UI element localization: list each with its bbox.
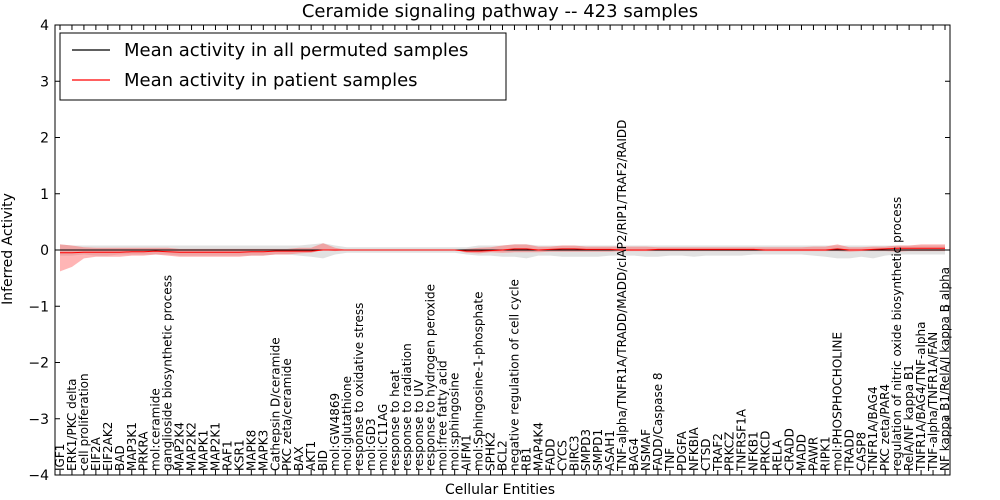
y-tick-label: −4: [28, 468, 49, 484]
x-tick-label: FADD: [543, 439, 557, 472]
x-tick-label: EIF2AK2: [101, 422, 115, 471]
x-tick-label: RELA: [771, 439, 785, 471]
x-tick-label: TRAF2: [711, 433, 725, 472]
x-tick-label: MAP2K1: [208, 422, 222, 471]
x-tick-label: BCL2: [496, 440, 510, 471]
x-tick-label: BAX: [292, 446, 306, 471]
x-tick-label: PKC zeta/ceramide: [280, 358, 294, 471]
y-axis-label: Inferred Activity: [0, 193, 16, 305]
y-tick-label: −3: [28, 412, 49, 428]
x-axis-label: Cellular Entities: [445, 482, 555, 498]
x-tick-label: PRKCD: [759, 431, 773, 471]
x-tick-label: BAG4: [627, 438, 641, 471]
x-tick-label: EIF2A: [89, 436, 103, 471]
legend-box: [59, 32, 507, 101]
x-tick-label: BID: [316, 450, 330, 471]
x-tick-label: MAPK3: [256, 430, 270, 471]
x-tick-label: NFKB1: [747, 431, 761, 471]
x-tick-label: PRKCZ: [723, 432, 737, 471]
y-tick-label: 0: [40, 243, 49, 259]
x-tick-label: mol:sphingosine: [448, 373, 462, 471]
x-tick-label: AKT1: [304, 441, 318, 471]
x-tick-label: RIPK1: [818, 436, 832, 471]
x-tick-label: negative regulation of cell cycle: [507, 279, 521, 471]
x-tick-label: MAPK1: [197, 430, 211, 471]
x-tick-label: Cathepsin D/ceramide: [268, 337, 282, 471]
legend-label: Mean activity in patient samples: [124, 70, 418, 91]
x-tick-label: TNFRSF1A: [735, 408, 749, 472]
y-tick-label: 4: [40, 18, 49, 34]
y-tick-label: 2: [40, 131, 49, 147]
x-tick-label: CYCS: [555, 440, 569, 471]
x-tick-label: regulation of nitric oxide biosynthetic …: [890, 197, 904, 471]
x-tick-label: MAP3K1: [125, 422, 139, 471]
x-tick-label: MAP4K4: [531, 422, 545, 471]
x-tick-label: NSMAF: [639, 429, 653, 471]
x-tick-label: CASP8: [854, 432, 868, 471]
x-tick-label: TNFR1A/BAG4/TNF-alpha: [914, 322, 928, 472]
x-tick-label: TNF-alpha/TNFR1A/TRADD/MADD/cIAP2/RIP1/T…: [615, 120, 629, 472]
x-tick-label: mol:free fatty acid: [436, 360, 450, 471]
x-tick-label: TNF: [663, 448, 677, 472]
x-tick-label: mol:GW4869: [328, 393, 342, 471]
x-tick-label: response to radiation: [400, 343, 414, 471]
x-tick-label: PDGFA: [675, 430, 689, 471]
y-tick-label: −1: [28, 299, 49, 315]
x-tick-label: MADD: [794, 434, 808, 471]
x-tick-label: AIFM1: [460, 434, 474, 471]
x-tick-label: mol:glutathione: [340, 376, 354, 471]
x-tick-label: PKC zeta/PAR4: [878, 384, 892, 471]
x-tick-label: BIRC3: [567, 435, 581, 471]
x-tick-label: mol:PHOSPHOCHOLINE: [830, 332, 844, 471]
legend: Mean activity in all permuted samples Mea…: [59, 32, 507, 101]
x-tick-label: FADD/Caspase 8: [651, 372, 665, 471]
y-tick-label: 1: [40, 187, 49, 203]
x-tick-label: response to UV: [412, 379, 426, 471]
chart-title: Ceramide signaling pathway -- 423 sample…: [302, 1, 698, 22]
x-tick-label: TRADD: [842, 429, 856, 472]
series-band-permuted: [60, 243, 945, 259]
x-tick-label: cell proliferation: [77, 373, 91, 471]
x-tick-label: RAF1: [220, 440, 234, 471]
x-tick-label: response to heat: [388, 369, 402, 471]
x-tick-label: mol:ceramide: [149, 388, 163, 471]
x-tick-label: CRADD: [783, 428, 797, 471]
x-tick-label: MAPK8: [244, 430, 258, 471]
x-tick-label: MAP2K4: [173, 422, 187, 471]
x-tick-label: TNF-alpha/TNFR1A/FAN: [926, 332, 940, 472]
x-tick-label: PRKRA: [137, 431, 151, 471]
x-tick-label: ERK1/PKC delta: [65, 378, 79, 471]
x-tick-label: KSR1: [232, 440, 246, 471]
x-tick-label: NF kappa B1/RelA/I kappa B alpha: [938, 267, 952, 471]
x-tick-label: BAD: [113, 445, 127, 471]
x-tick-label: ASAH1: [603, 430, 617, 471]
x-tick-label: mol:Sphingosine-1-phosphate: [472, 292, 486, 471]
x-tick-label: mol:C11AG: [376, 404, 390, 471]
x-tick-label: CTSD: [699, 438, 713, 471]
x-tick-label: MAP2K2: [185, 422, 199, 471]
y-tick-label: −2: [28, 356, 49, 372]
x-tick-label: SPHK2: [484, 432, 498, 471]
series-line-patient: [60, 247, 945, 254]
x-tick-label: PAWR: [806, 437, 820, 471]
x-tick-label: RB1: [519, 447, 533, 471]
x-tick-label: IGF1: [53, 444, 67, 471]
x-tick-label: RelA/NF kappa B1: [902, 364, 916, 471]
legend-label: Mean activity in all permuted samples: [124, 40, 468, 61]
x-tick-label: ganglioside biosynthetic process: [161, 275, 175, 471]
x-tick-label: response to oxidative stress: [352, 303, 366, 471]
y-tick-label: 3: [40, 74, 49, 90]
x-tick-label: mol:GD3: [364, 418, 378, 471]
x-tick-label: TNFR1A/BAG4: [866, 386, 880, 472]
x-tick-label: SMPD1: [591, 429, 605, 471]
x-tick-label: response to hydrogen peroxide: [424, 284, 438, 471]
x-tick-label: SMPD3: [579, 429, 593, 471]
x-tick-label: NFKBIA: [687, 426, 701, 471]
